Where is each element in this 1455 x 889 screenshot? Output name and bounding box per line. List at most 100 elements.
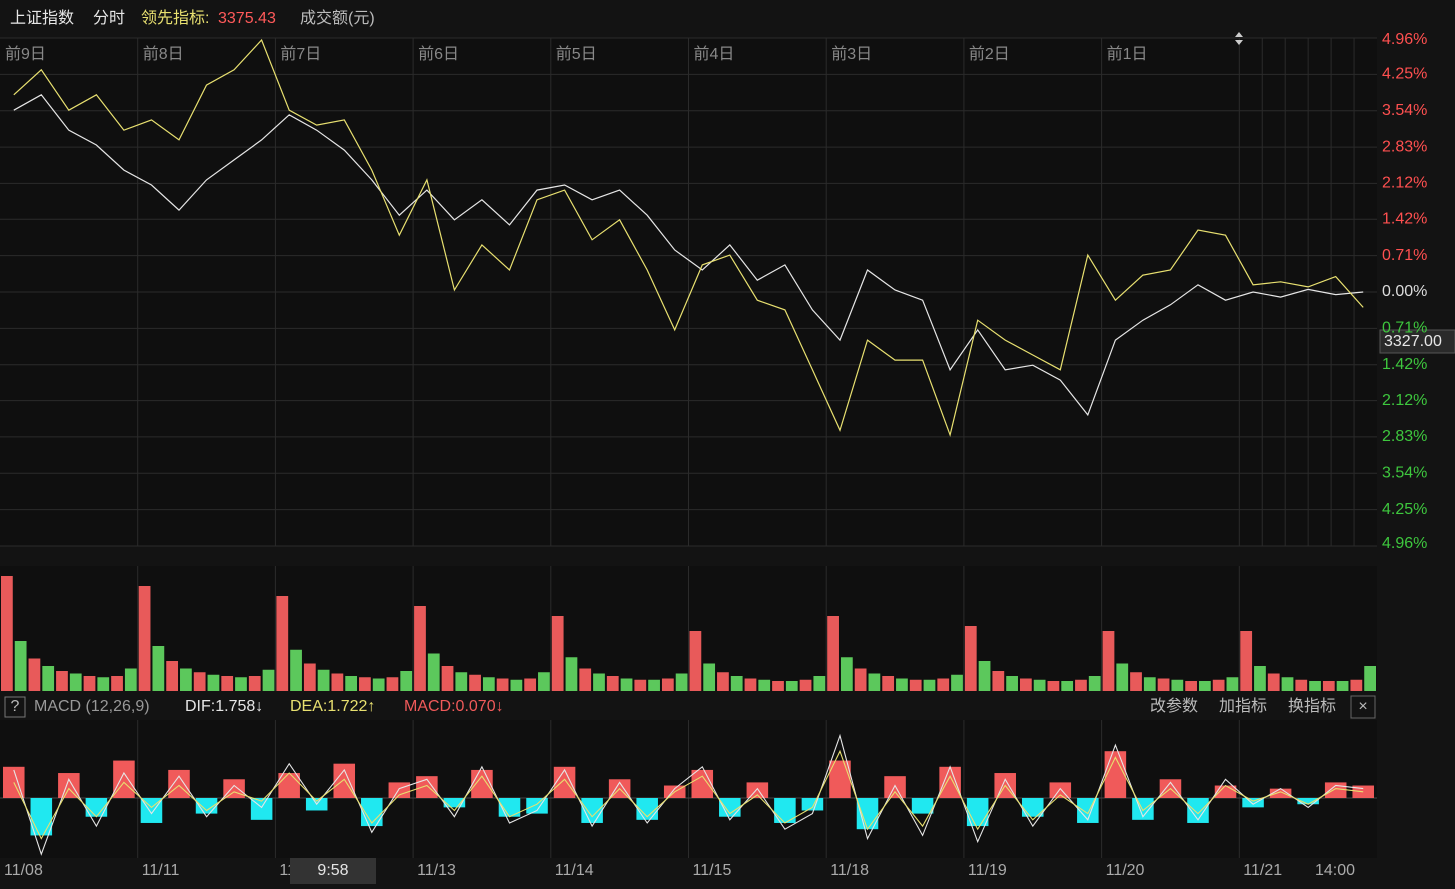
y-tick-label: 1.42% bbox=[1382, 356, 1427, 373]
volume-bar bbox=[813, 676, 826, 691]
cursor-price-box bbox=[1379, 329, 1455, 354]
volume-bar bbox=[317, 669, 330, 691]
volume-bar bbox=[1350, 679, 1363, 691]
resize-icon[interactable] bbox=[1235, 32, 1243, 45]
volume-bar bbox=[14, 641, 27, 691]
macd-name[interactable]: MACD (12,26,9) bbox=[34, 698, 150, 715]
volume-bar bbox=[221, 676, 234, 691]
volume-bar bbox=[469, 674, 481, 691]
volume-bar bbox=[978, 661, 991, 691]
volume-bar bbox=[207, 674, 220, 691]
volume-bar bbox=[1240, 631, 1253, 691]
volume-bar bbox=[386, 677, 399, 691]
volume-bar bbox=[1102, 631, 1115, 691]
volume-bar bbox=[1281, 677, 1294, 691]
x-tick-label: 11/15 bbox=[693, 862, 732, 879]
volume-bar bbox=[1309, 681, 1321, 691]
macd-bar bbox=[691, 769, 714, 798]
volume-bar bbox=[1212, 679, 1225, 691]
volume-bar bbox=[180, 668, 192, 691]
day-label: 前7日 bbox=[280, 45, 321, 63]
volume-bar bbox=[689, 631, 702, 691]
toolbar-button[interactable]: 换指标 bbox=[1288, 697, 1336, 715]
volume-bar bbox=[28, 658, 41, 691]
macd-bar bbox=[1242, 798, 1264, 808]
day-label: 前2日 bbox=[969, 45, 1010, 63]
y-tick-label: 4.96% bbox=[1382, 535, 1427, 552]
volume-bar bbox=[359, 677, 371, 691]
macd-bar bbox=[801, 798, 824, 811]
macd-bar bbox=[140, 798, 163, 823]
volume-bar bbox=[414, 606, 426, 691]
volume-bar bbox=[303, 663, 316, 691]
y-tick-label: 4.96% bbox=[1382, 31, 1427, 48]
volume-bar bbox=[648, 679, 660, 691]
volume-bar bbox=[703, 663, 716, 691]
price-line bbox=[13, 38, 1364, 437]
volume-bar bbox=[937, 678, 950, 691]
day-label: 前4日 bbox=[694, 45, 735, 63]
macd-bar bbox=[471, 769, 493, 798]
volume-bar bbox=[510, 679, 523, 691]
x-tick-label: 11/21 bbox=[1243, 862, 1282, 879]
indicator-value: 3375.43 bbox=[218, 10, 276, 27]
volume-bar bbox=[1047, 681, 1060, 691]
macd-bar bbox=[333, 763, 356, 798]
toolbar-button[interactable]: 加指标 bbox=[1219, 697, 1267, 715]
volume-bar bbox=[1019, 678, 1032, 691]
volume-bar bbox=[551, 616, 564, 691]
volume-bar bbox=[717, 672, 729, 691]
indicator-label: 领先指标: bbox=[141, 9, 209, 27]
help[interactable]: ? bbox=[11, 698, 20, 715]
x-tick-label: 11/14 bbox=[555, 862, 594, 879]
price-line bbox=[13, 94, 1364, 417]
x-tick-label: 11/20 bbox=[1106, 862, 1145, 879]
volume-bar bbox=[1116, 663, 1129, 691]
volume-bar bbox=[235, 677, 247, 691]
help-box[interactable] bbox=[4, 696, 26, 718]
volume-bar bbox=[1185, 681, 1197, 691]
volume-bar bbox=[524, 678, 537, 691]
volume-bar bbox=[1336, 681, 1349, 691]
volume-bar bbox=[83, 676, 96, 691]
close-icon[interactable]: × bbox=[1358, 698, 1367, 715]
macd-bar bbox=[278, 773, 300, 798]
macd-bar bbox=[884, 776, 906, 798]
volume-bar bbox=[248, 676, 261, 691]
y-tick-label: 2.83% bbox=[1382, 428, 1427, 445]
volume-bar bbox=[1295, 679, 1308, 691]
symbol[interactable]: 上证指数 bbox=[10, 9, 74, 27]
volume-bar bbox=[744, 678, 757, 691]
volume-bar bbox=[496, 678, 509, 691]
close-box[interactable] bbox=[1350, 695, 1376, 719]
toolbar-button[interactable]: 改参数 bbox=[1150, 697, 1198, 715]
volume-bar bbox=[964, 626, 977, 691]
volume-bar bbox=[1267, 673, 1280, 691]
cursor-price: 3327.00 bbox=[1384, 333, 1442, 350]
volume-bar bbox=[840, 657, 853, 691]
macd-bar bbox=[30, 798, 53, 836]
volume-bar bbox=[923, 679, 936, 691]
x-tick-label: 11/08 bbox=[4, 862, 43, 879]
volume-bar bbox=[579, 668, 592, 691]
macd-bar bbox=[911, 798, 934, 814]
macd-bar bbox=[746, 782, 769, 798]
macd-value: MACD:0.070↓ bbox=[404, 698, 504, 715]
day-label: 前8日 bbox=[143, 45, 184, 63]
macd-bar bbox=[223, 779, 245, 798]
volume-bar bbox=[152, 646, 165, 691]
y-tick-label: 2.12% bbox=[1382, 175, 1427, 192]
x-tick-label: 11/11 bbox=[142, 862, 180, 879]
volume-bar bbox=[785, 681, 798, 691]
macd-bar bbox=[3, 766, 25, 798]
volume-bar bbox=[896, 678, 908, 691]
volume-bar bbox=[1143, 677, 1156, 691]
macd-bar bbox=[553, 766, 576, 798]
day-label: 前3日 bbox=[831, 45, 872, 63]
mode[interactable]: 分时 bbox=[93, 9, 125, 27]
macd-bar bbox=[1187, 798, 1209, 823]
volume-bar bbox=[675, 673, 688, 691]
volume-bar bbox=[1, 576, 13, 691]
macd-line bbox=[13, 749, 1364, 840]
